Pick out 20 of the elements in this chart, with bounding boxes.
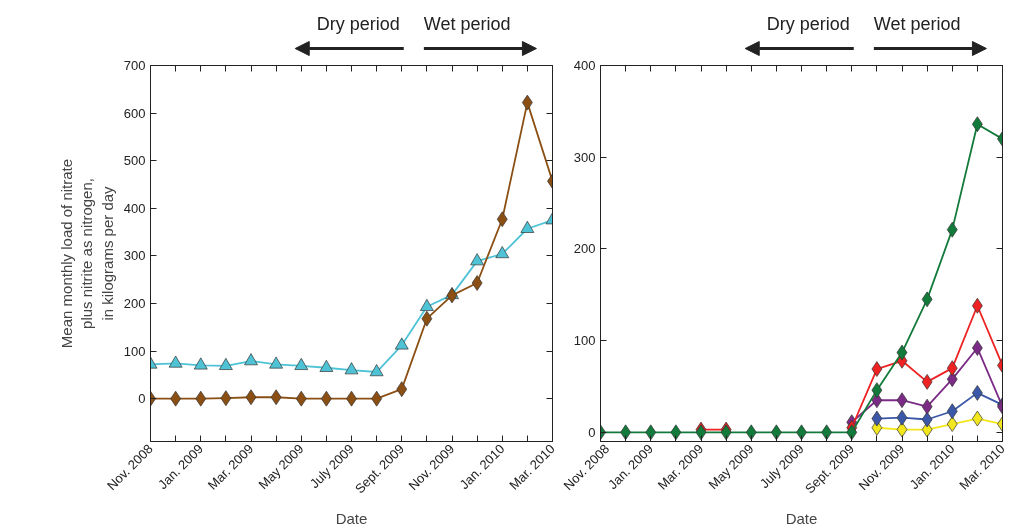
y-tick-label: 400	[123, 200, 146, 216]
y-tick-label: 100	[573, 333, 596, 349]
y-tick-label: 300	[123, 248, 146, 264]
y-tick-label: 200	[123, 295, 146, 311]
text: Wet period	[873, 13, 961, 34]
y-tick-label: 600	[123, 105, 146, 121]
y-tick-label: 400	[573, 58, 596, 73]
y-tick-label: 200	[573, 241, 596, 257]
y-tick-label: 100	[123, 343, 146, 359]
text: Wet period	[423, 13, 511, 34]
y-tick-label: 0	[138, 391, 146, 407]
y-tick-label: 0	[588, 424, 596, 440]
x-axis-title: Date	[785, 509, 818, 527]
y-tick-label: 500	[123, 153, 146, 169]
y-axis-title: Mean monthly load of nitrate plus nitrite as nitrogen, in kilograms per day	[58, 158, 116, 349]
y-tick-label: 300	[573, 149, 596, 165]
text: Dry period	[766, 13, 850, 34]
y-tick-label: 700	[123, 58, 146, 73]
x-axis-title: Date	[335, 509, 368, 527]
text: Dry period	[316, 13, 400, 34]
